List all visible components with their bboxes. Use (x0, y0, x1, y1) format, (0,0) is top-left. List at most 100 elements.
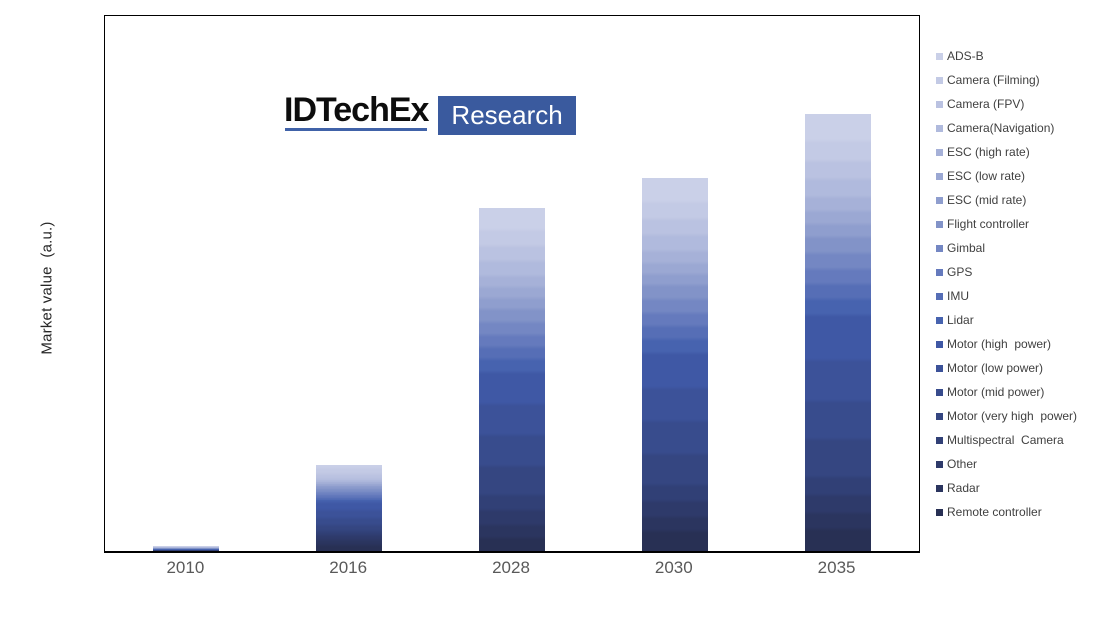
bar-segment-imu (804, 282, 871, 297)
bar-segment-motor-high-power (316, 500, 383, 508)
bar-segment-camera-filming (641, 200, 708, 217)
legend-swatch-icon (936, 76, 943, 84)
bar-segment-camera-navigation (641, 233, 708, 249)
legend-item-motor-very-high-power: Motor (very high power) (936, 404, 1102, 428)
legend-swatch-icon (936, 508, 943, 516)
x-tick-label-2030: 2030 (654, 558, 693, 577)
x-tick-label-2010: 2010 (166, 558, 205, 577)
legend-item-camera-fpv: Camera (FPV) (936, 92, 1102, 116)
legend-label: ESC (high rate) (947, 145, 1030, 159)
bar-segment-gps (641, 311, 708, 324)
legend-item-esc-high-rate: ESC (high rate) (936, 140, 1102, 164)
legend-label: ADS-B (947, 49, 984, 63)
bar-segment-lidar (479, 357, 545, 370)
bar-segment-ads-b (804, 114, 871, 139)
legend-swatch-icon (936, 196, 943, 204)
bar-segment-camera-filming (153, 546, 220, 547)
bar-segment-camera-fpv (316, 472, 383, 477)
bar-segment-camera-fpv (641, 217, 708, 233)
legend-swatch-icon (936, 148, 943, 156)
legend-label: Multispectral Camera (947, 433, 1064, 447)
legend-label: Lidar (947, 313, 974, 327)
bar-segment-gps (479, 333, 545, 345)
bar-segment-motor-high-power (641, 351, 708, 386)
legend-swatch-icon (936, 340, 943, 348)
legend-swatch-icon (936, 292, 943, 300)
legend-swatch-icon (936, 244, 943, 252)
bar-segment-radar (641, 515, 708, 529)
legend-item-camera-filming: Camera (Filming) (936, 68, 1102, 92)
y-axis-label: Market value (a.u.) (38, 221, 56, 355)
bar-segment-lidar (641, 337, 708, 351)
bar-segment-flight-controller (479, 307, 545, 320)
bar-segment-other (641, 499, 708, 515)
bar-segment-multispectral-camera (479, 493, 545, 508)
bar-segment-multispectral-camera (804, 475, 871, 493)
bar-2035 (804, 114, 871, 551)
x-tick-label-2028: 2028 (492, 558, 530, 577)
bar-segment-lidar (804, 297, 871, 313)
legend-label: ESC (mid rate) (947, 193, 1027, 207)
legend-label: Camera (FPV) (947, 97, 1025, 111)
legend-label: Motor (mid power) (947, 385, 1045, 399)
bar-segment-esc-low-rate (316, 482, 383, 484)
legend-item-other: Other (936, 452, 1102, 476)
legend-swatch-icon (936, 460, 943, 468)
x-axis: 2010 2016 2028 2030 2035 (104, 558, 920, 582)
legend-swatch-icon (936, 100, 943, 108)
legend-swatch-icon (936, 412, 943, 420)
bar-segment-radar (479, 523, 545, 536)
bar-segment-remote-controller (479, 536, 545, 551)
legend-swatch-icon (936, 484, 943, 492)
bar-segment-gimbal (641, 297, 708, 311)
bar-segment-esc-low-rate (641, 261, 708, 272)
bar-segment-flight-controller (804, 235, 871, 251)
legend-item-radar: Radar (936, 476, 1102, 500)
bar-segment-motor-mid-power (804, 399, 871, 437)
bar-segment-motor-very-high-power (641, 452, 708, 483)
logo-underline (285, 128, 428, 131)
legend-item-camera-navigation: Camera(Navigation) (936, 116, 1102, 140)
bar-segment-camera-fpv (804, 159, 871, 177)
bar-segment-camera-navigation (316, 477, 383, 480)
legend-label: Flight controller (947, 217, 1030, 231)
legend-item-imu: IMU (936, 284, 1102, 308)
bar-segment-motor-high-power (479, 370, 545, 402)
bar-segment-flight-controller (641, 283, 708, 297)
legend-item-gps: GPS (936, 260, 1102, 284)
bar-segment-motor-low-power (641, 386, 708, 419)
bar-segment-esc-mid-rate (316, 484, 383, 486)
bar-segment-gps (804, 267, 871, 282)
x-tick-label-2035: 2035 (817, 558, 856, 577)
bar-segment-remote-controller (641, 529, 708, 551)
bar-segment-gimbal (479, 320, 545, 333)
bar-segment-remote-controller (804, 527, 871, 551)
bar-segment-esc-high-rate (641, 249, 708, 261)
x-tick-label-2016: 2016 (329, 558, 368, 577)
legend-label: Motor (low power) (947, 361, 1044, 375)
bar-segment-motor-very-high-power (479, 464, 545, 493)
bar-2010 (153, 546, 220, 551)
legend-swatch-icon (936, 172, 943, 180)
legend-item-remote-controller: Remote controller (936, 500, 1102, 524)
bar-segment-gimbal (804, 251, 871, 267)
bar-segment-multispectral-camera (641, 483, 708, 499)
idtechex-logo: IDTechEx Research (284, 93, 576, 135)
legend-label: Motor (very high power) (947, 409, 1078, 423)
bar-segment-ads-b (641, 178, 708, 200)
bar-segment-ads-b (479, 208, 545, 228)
bar-segment-esc-mid-rate (804, 222, 871, 235)
bar-segment-motor-very-high-power (316, 523, 383, 529)
logo-research-badge: Research (438, 96, 576, 135)
bar-segment-radar (804, 511, 871, 527)
legend-item-ads-b: ADS-B (936, 44, 1102, 68)
bar-segment-motor-mid-power (479, 433, 545, 464)
legend-item-motor-low-power: Motor (low power) (936, 356, 1102, 380)
bar-segment-radar (316, 538, 383, 543)
bar-segment-motor-mid-power (641, 419, 708, 452)
bar-segment-imu (641, 324, 708, 337)
legend-swatch-icon (936, 436, 943, 444)
legend-swatch-icon (936, 316, 943, 324)
legend-label: Gimbal (947, 241, 986, 255)
bar-segment-gps (316, 492, 383, 495)
